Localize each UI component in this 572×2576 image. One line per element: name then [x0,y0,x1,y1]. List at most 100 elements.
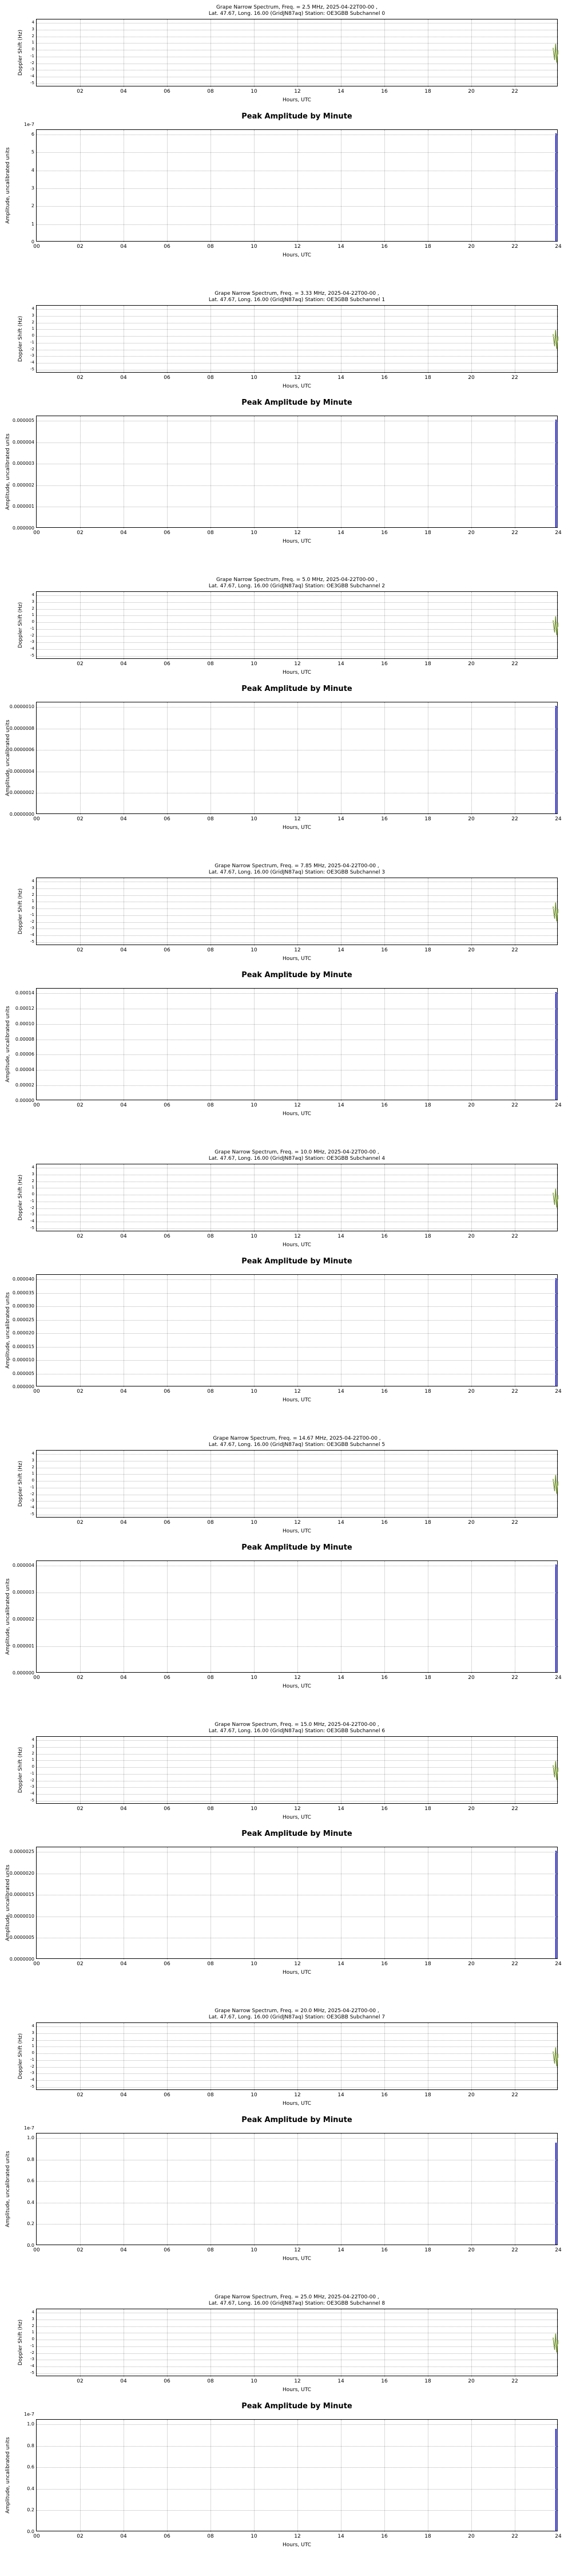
amplitude-title: Peak Amplitude by Minute [241,971,352,979]
x-gridline [297,1737,298,1804]
doppler-xlabel: Hours, UTC [283,956,311,962]
y-tick-label: 3 [31,313,34,318]
x-gridline [210,2420,211,2532]
x-gridline [254,19,255,87]
amplitude-plot-area: 00 02 04 06 08 10 12 14 16 18 20 22 24 1.0 0.8 0.6 0.4 0.… [27,2419,562,2539]
x-gridline [167,2420,168,2532]
x-gridline [167,2134,168,2246]
x-tick-label: 08 [207,1389,214,1394]
x-tick-label: 02 [77,816,84,822]
x-gridline [384,1847,385,1959]
x-gridline [254,2420,255,2532]
amplitude-title: Peak Amplitude by Minute [241,2116,352,2124]
x-gridline [384,989,385,1101]
x-tick-label: 02 [77,1389,84,1394]
x-tick-label: 18 [424,2379,431,2384]
y-gridline [37,356,558,357]
y-gridline [37,224,558,225]
x-tick-label: 20 [468,1675,475,1681]
amplitude-title: Peak Amplitude by Minute [241,1543,352,1552]
x-tick-label: 10 [251,1806,257,1812]
y-gridline [37,609,558,610]
y-tick-label: -5 [30,1226,34,1230]
y-gridline [37,935,558,937]
y-gridline [37,1085,558,1086]
y-gridline [37,2046,558,2048]
x-tick-label: 02 [77,375,84,381]
x-gridline [471,592,472,659]
doppler-subtitle: Lat. 47.67, Long. 16.00 (GridJN87aq) Sta… [208,1442,386,1448]
x-tick-label: 22 [511,2092,518,2098]
x-gridline [384,1164,385,1232]
y-tick-label: 0.6 [27,2464,34,2470]
y-tick-label: 2 [31,606,34,611]
y-gridline [37,1474,558,1475]
doppler-plot-area: 02 04 06 08 10 12 14 16 18 20 22 4 3 2 1 0 -1 -2 -3 -4 -5 [30,2309,558,2384]
y-tick-label: 0.000010 [12,1357,34,1362]
amplitude-xlabel: Hours, UTC [283,252,311,258]
y-tick-label: 0 [31,2337,34,2342]
x-tick-label: 14 [337,816,344,822]
x-gridline [210,1847,211,1959]
x-gridline [297,702,298,815]
y-tick-label: 3 [31,26,34,31]
y-tick-label: 4 [31,1165,34,1170]
x-tick-label: 20 [468,244,475,250]
y-gridline [37,1333,558,1334]
subchannel-section: Grape Narrow Spectrum, Freq. = 20.0 MHz,… [0,2004,572,2290]
x-tick-label: 02 [77,2379,84,2384]
y-tick-label: -1 [30,2057,34,2062]
x-tick-label: 04 [120,2247,127,2253]
x-gridline [254,2134,255,2246]
x-tick-label: 24 [555,1389,562,1394]
x-tick-label: 06 [164,375,170,381]
x-tick-label: 18 [424,1806,431,1812]
x-tick-label: 08 [207,1520,214,1526]
y-tick-label: -2 [30,1491,34,1496]
x-tick-label: 06 [164,2379,170,2384]
x-tick-label: 04 [120,1103,127,1108]
x-tick-label: 22 [511,1389,518,1394]
x-gridline [254,1561,255,1673]
y-gridline [37,1360,558,1361]
x-tick-label: 08 [207,1806,214,1812]
y-tick-label: 1.0 [27,2135,34,2140]
x-gridline [80,306,81,373]
x-gridline [471,2309,472,2377]
y-gridline [37,1747,558,1748]
x-gridline [167,130,168,242]
x-tick-label: 12 [294,2534,301,2539]
x-tick-label: 10 [251,1520,257,1526]
x-gridline [210,1451,211,1518]
x-gridline [80,130,81,242]
y-tick-label: 0.000000 [12,526,34,531]
y-tick-label: -3 [30,353,34,358]
x-gridline [384,1451,385,1518]
doppler-xlabel: Hours, UTC [283,2387,311,2393]
x-gridline [297,416,298,528]
x-tick-label: 20 [468,2534,475,2539]
amplitude-ylabel: Amplitude, uncalibrated units [5,720,11,796]
x-tick-label: 08 [207,1961,214,1967]
y-gridline [37,2067,558,2068]
x-tick-label: 08 [207,2379,214,2384]
doppler-subtitle: Lat. 47.67, Long. 16.00 (GridJN87aq) Sta… [208,1156,386,1161]
y-tick-label: 3 [31,2030,34,2035]
x-tick-label: 06 [164,947,170,953]
x-tick-label: 06 [164,1520,170,1526]
y-tick-label: 1 [31,2330,34,2335]
x-tick-label: 22 [511,244,518,250]
y-gridline [37,993,558,994]
x-tick-label: 02 [77,2092,84,2098]
amplitude-offset-label: 1e-7 [24,2412,34,2417]
x-tick-label: 24 [555,816,562,822]
x-tick-label: 04 [120,2379,127,2384]
x-gridline [167,2023,168,2091]
y-gridline [37,206,558,207]
x-tick-label: 22 [511,1675,518,1681]
x-tick-label: 18 [424,1103,431,1108]
x-gridline [210,989,211,1101]
x-tick-label: 04 [120,1961,127,1967]
x-tick-label: 06 [164,1675,170,1681]
